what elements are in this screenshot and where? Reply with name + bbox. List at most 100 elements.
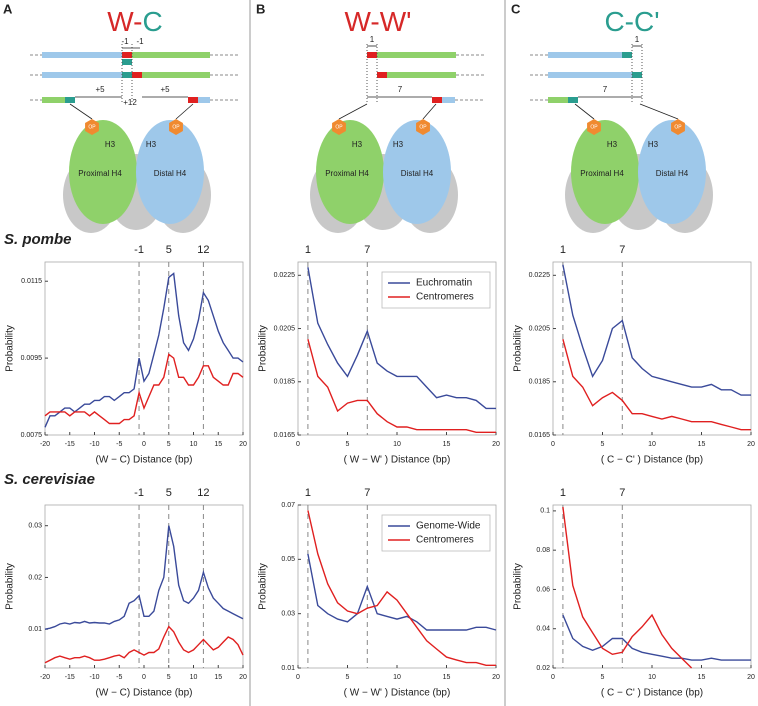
op-hexagon (587, 119, 601, 135)
x-tick-label: 0 (551, 441, 555, 448)
y-tick-label: 0.08 (536, 547, 550, 554)
y-tick-label: 0.03 (281, 611, 295, 618)
x-tick-label: -10 (89, 441, 99, 448)
x-tick-label: 20 (747, 441, 755, 448)
panel-title: W-W' (344, 6, 411, 37)
x-tick-label: 15 (214, 441, 222, 448)
x-tick-label: 20 (239, 674, 247, 681)
x-tick-label: 5 (346, 441, 350, 448)
x-tick-label: 10 (393, 674, 401, 681)
histone-label: Proximal H4 (78, 169, 122, 178)
histone-label: H3 (393, 140, 404, 149)
distance-label: -1 (121, 37, 129, 46)
x-tick-label: 20 (492, 441, 500, 448)
op-hexagon (671, 119, 685, 135)
histone-label: Proximal H4 (325, 169, 369, 178)
arrow (639, 103, 679, 120)
panel-letter: B (256, 1, 265, 16)
histone-proximal-h4 (316, 120, 384, 224)
dna-segment (432, 97, 442, 103)
histone-label: OP (590, 124, 598, 130)
histone-label: OP (172, 124, 180, 130)
y-tick-label: 0.0205 (274, 325, 296, 332)
x-tick-label: -15 (65, 441, 75, 448)
arrow (69, 103, 93, 120)
series-line (562, 339, 751, 431)
series-line (307, 267, 496, 410)
y-axis-label: Probability (5, 563, 16, 610)
dna-segment (42, 72, 122, 78)
dna-segment (122, 52, 132, 58)
series-line (44, 525, 244, 630)
dna-segment (377, 52, 456, 58)
legend-label: Genome-Wide (416, 521, 481, 532)
dna-segment (132, 72, 142, 78)
marker-label: 1 (560, 487, 566, 499)
dna-segment (42, 52, 122, 58)
histone-label: OP (88, 124, 96, 130)
x-tick-label: -5 (116, 674, 122, 681)
distance-label: -1 (136, 37, 144, 46)
distance-label: +5 (160, 85, 170, 94)
op-hexagon (416, 119, 430, 135)
y-axis-label: Probability (513, 325, 524, 372)
x-tick-label: 10 (648, 441, 656, 448)
marker-label: 7 (364, 244, 370, 256)
op-hexagon (332, 119, 346, 135)
dna-segment (442, 97, 455, 103)
dna-segment (622, 52, 632, 58)
title-part: C-C' (604, 6, 659, 37)
y-tick-label: 0.0185 (274, 379, 296, 386)
y-axis-label: Probability (513, 563, 524, 610)
x-tick-label: 20 (492, 674, 500, 681)
y-tick-label: 0.04 (536, 626, 550, 633)
marker-label: 7 (364, 487, 370, 499)
marker-label: 5 (166, 487, 172, 499)
legend-label: Euchromatin (416, 278, 472, 289)
x-tick-label: 5 (167, 674, 171, 681)
histone-label: Distal H4 (154, 169, 187, 178)
series-line (307, 553, 497, 631)
y-tick-label: 0.0225 (529, 272, 551, 279)
marker-label: 1 (305, 244, 311, 256)
series-line (44, 353, 244, 425)
histone-label: OP (419, 124, 427, 130)
dna-segment (132, 52, 210, 58)
panel-title: W-C (107, 6, 162, 37)
y-tick-label: 0.0095 (21, 355, 43, 362)
marker-label: 1 (305, 487, 311, 499)
histone-proximal-h4 (69, 120, 137, 224)
histone-label: H3 (105, 140, 116, 149)
histone-distal-h4 (136, 120, 204, 224)
marker-label: -1 (134, 487, 144, 499)
marker-label: 12 (197, 244, 209, 256)
x-tick-label: 20 (747, 674, 755, 681)
arrow (422, 103, 437, 120)
x-tick-label: 5 (167, 441, 171, 448)
x-tick-label: 0 (551, 674, 555, 681)
op-hexagon (169, 119, 183, 135)
dna-segment (548, 72, 632, 78)
histone-label: H3 (648, 140, 659, 149)
x-tick-label: 15 (214, 674, 222, 681)
y-tick-label: 0.01 (281, 665, 295, 672)
histone-label: H3 (607, 140, 618, 149)
dna-segment (548, 52, 622, 58)
x-tick-label: -15 (65, 674, 75, 681)
title-part: W-W' (344, 6, 411, 37)
x-axis-label: (W − C) Distance (bp) (96, 688, 193, 699)
series-line (307, 339, 496, 433)
dna-segment (142, 72, 210, 78)
panel-letter: A (3, 1, 13, 16)
x-tick-label: 5 (346, 674, 350, 681)
x-tick-label: 15 (698, 441, 706, 448)
histone-label: OP (674, 124, 682, 130)
y-tick-label: 0.02 (28, 574, 42, 581)
legend-box (381, 271, 491, 309)
y-axis-label: Probability (5, 325, 16, 372)
x-tick-label: 10 (393, 441, 401, 448)
y-tick-label: 0.0165 (529, 432, 551, 439)
x-tick-label: -20 (40, 441, 50, 448)
